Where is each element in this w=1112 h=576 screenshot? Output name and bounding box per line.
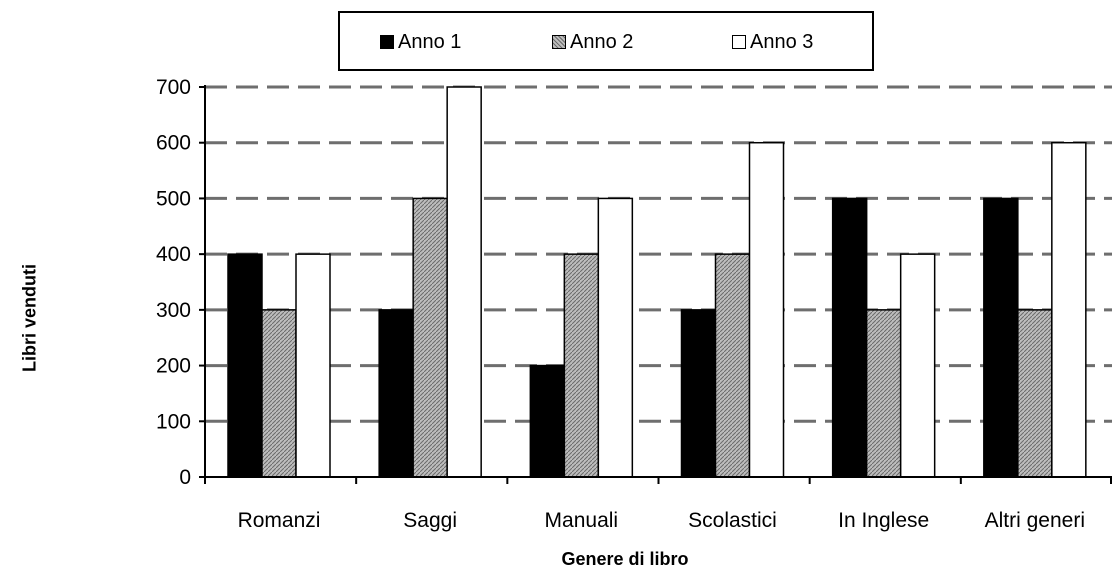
legend-label-series-3: Anno 3 — [750, 31, 814, 53]
bar-2-4 — [714, 253, 751, 478]
bar-3-3 — [597, 197, 634, 478]
x-tick-label: Romanzi — [238, 509, 321, 532]
bar-2-1 — [261, 309, 297, 478]
y-axis-title: Libri venduti — [19, 264, 40, 372]
bar-2-5 — [865, 309, 902, 478]
bar-3-4 — [748, 141, 785, 478]
gridlines — [205, 85, 1112, 423]
bars — [227, 86, 1087, 478]
y-tick-label: 0 — [179, 466, 191, 489]
legend-label-series-1: Anno 1 — [398, 31, 462, 53]
x-tick-label: In Inglese — [838, 509, 929, 532]
bar-1-5 — [831, 197, 868, 478]
bar-3-1 — [295, 253, 331, 478]
x-axis-title: Genere di libro — [561, 549, 689, 569]
y-tick-label: 700 — [156, 76, 191, 99]
legend-label-series-2: Anno 2 — [570, 31, 634, 53]
x-tick-label: Manuali — [545, 509, 619, 532]
x-tick-label: Altri generi — [985, 509, 1085, 532]
y-tick-label: 200 — [156, 355, 191, 378]
legend: Anno 1 Anno 2 Anno 3 — [338, 11, 874, 71]
bar-1-6 — [983, 197, 1019, 478]
bar-3-2 — [446, 86, 482, 478]
y-tick-label: 600 — [156, 132, 191, 155]
legend-swatch-series-2 — [552, 35, 566, 49]
bar-2-2 — [412, 197, 448, 478]
bar-2-3 — [563, 253, 600, 478]
bar-2-6 — [1017, 309, 1053, 478]
tick-labels: 0 100 200 300 400 500 600 700 Romanzi Saggi Manual… — [156, 76, 1085, 532]
y-tick-label: 400 — [156, 243, 191, 266]
axes — [199, 85, 1112, 484]
bar-3-5 — [899, 253, 936, 478]
y-tick-label: 500 — [156, 187, 191, 210]
bar-3-6 — [1051, 141, 1087, 478]
bar-1-4 — [680, 309, 717, 478]
bar-1-3 — [529, 364, 566, 478]
y-tick-label: 300 — [156, 299, 191, 322]
bar-1-1 — [227, 253, 263, 478]
legend-swatch-series-3 — [732, 35, 746, 49]
legend-item-series-1: Anno 1 — [380, 30, 461, 54]
y-tick-label: 100 — [156, 410, 191, 433]
legend-item-series-2: Anno 2 — [552, 30, 633, 54]
legend-swatch-series-1 — [380, 35, 394, 49]
bar-1-2 — [378, 309, 414, 478]
x-tick-label: Scolastici — [688, 509, 777, 532]
x-tick-label: Saggi — [403, 509, 457, 532]
legend-item-series-3: Anno 3 — [732, 30, 813, 54]
